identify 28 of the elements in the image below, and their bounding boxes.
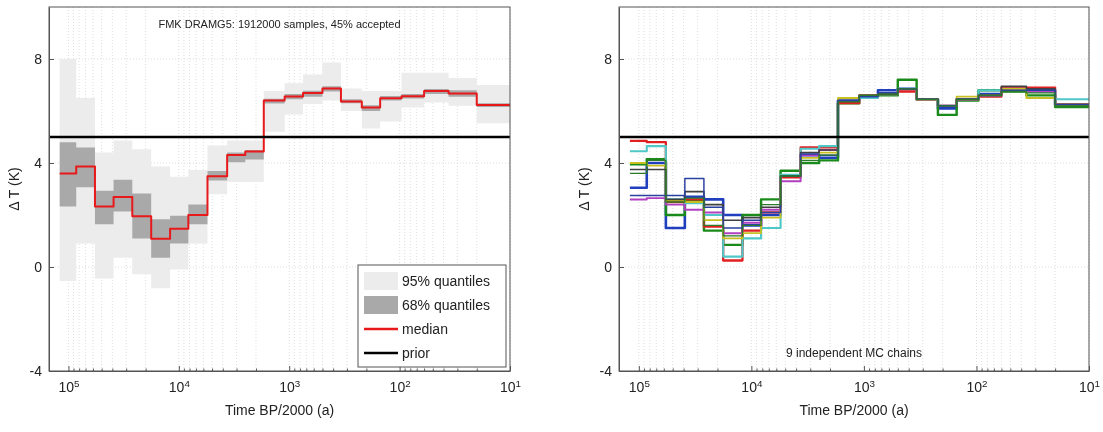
y-tick-label: -4 <box>29 362 43 379</box>
legend-label: 68% quantiles <box>402 297 490 313</box>
y-tick-label: 0 <box>34 258 43 275</box>
y-tick-label: 8 <box>34 50 43 67</box>
y-axis-title: Δ T (K) <box>6 167 22 211</box>
x-tick-label: 10$^{4}$ <box>168 377 191 396</box>
y-tick-label: 4 <box>34 154 43 171</box>
legend-label: median <box>402 321 448 337</box>
y-tick-label: 8 <box>604 50 613 67</box>
y-axis-title: Δ T (K) <box>576 167 592 211</box>
legend-label: 95% quantiles <box>402 273 490 289</box>
text: FMK DRAMG5: 1912000 samples, 45% accepted <box>158 18 401 30</box>
x-tick-label: 10$^{3}$ <box>279 377 301 396</box>
x-tick-label: 10$^{5}$ <box>628 377 651 396</box>
annotation: 9 independent MC chains <box>785 346 923 360</box>
y-tick-label: 4 <box>604 154 613 171</box>
legend-label: prior <box>402 345 431 361</box>
x-tick-label: 10$^{3}$ <box>853 377 876 396</box>
x-axis-title: Time BP/2000 (a) <box>799 402 909 418</box>
x-tick-label: 10$^{5}$ <box>58 377 80 396</box>
x-tick-label: 10$^{2}$ <box>389 377 411 396</box>
x-tick-label: 10$^{4}$ <box>741 377 763 396</box>
y-tick-label: 0 <box>604 258 613 275</box>
x-tick-label: 10$^{1}$ <box>499 377 522 396</box>
x-tick-label: 10$^{2}$ <box>966 377 988 396</box>
y-tick-label: -4 <box>599 362 613 379</box>
x-axis-title: Time BP/2000 (a) <box>224 402 335 418</box>
x-tick-label: 10$^{1}$ <box>1078 377 1101 396</box>
